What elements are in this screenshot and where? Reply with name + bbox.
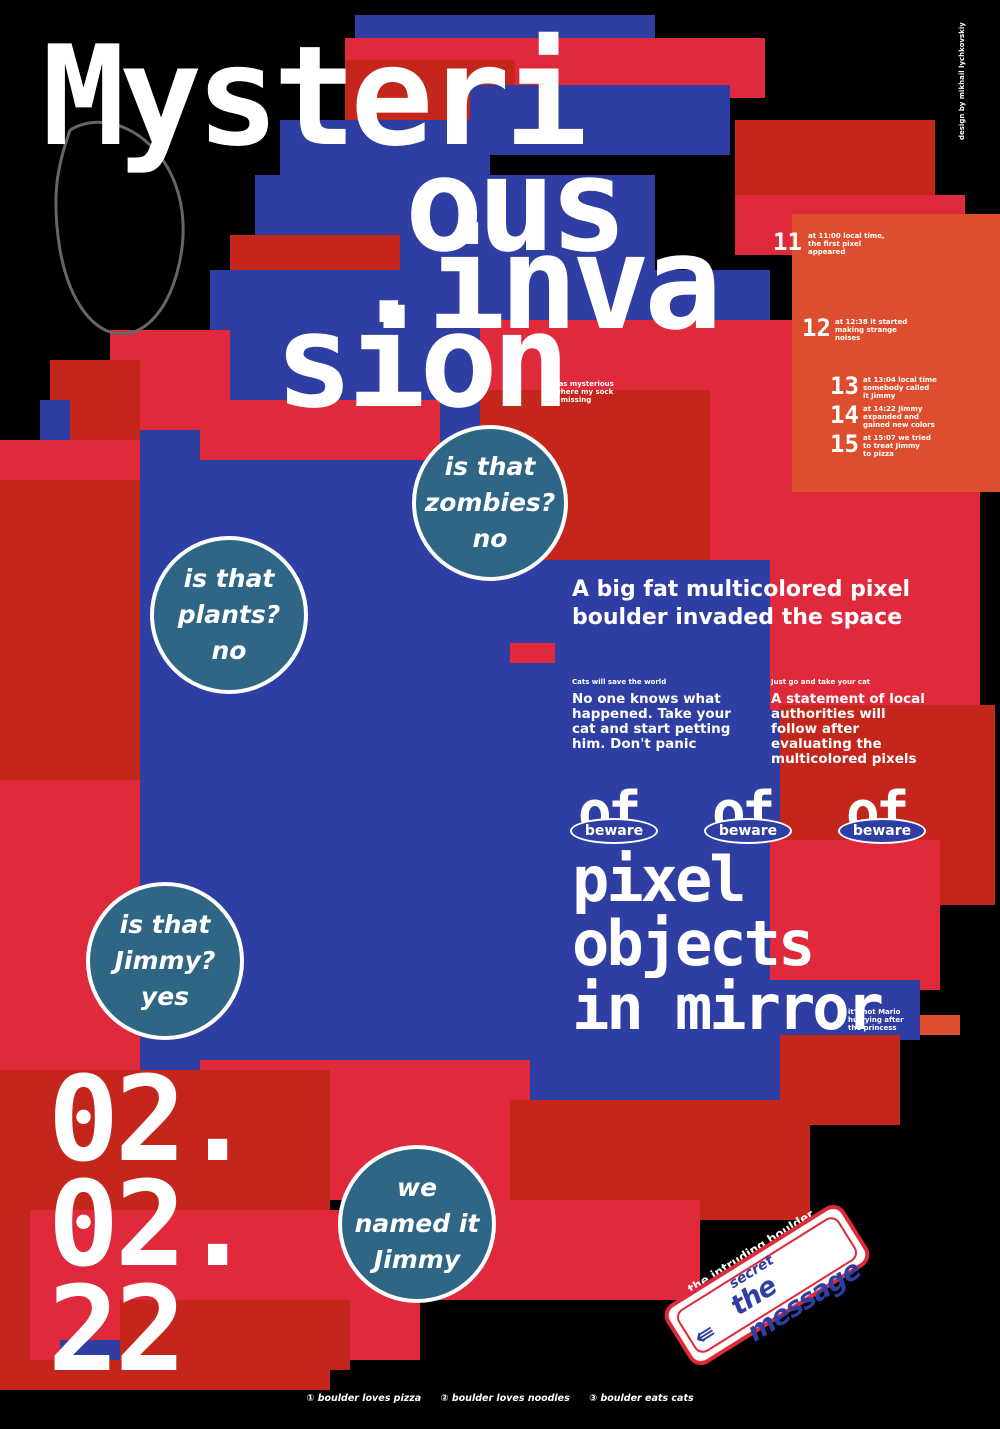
date-line-3: 22 [48,1260,186,1398]
mario-note: it's not Mario hurrying after the princess [848,1008,904,1032]
footer: ① boulder loves pizza ② boulder loves no… [306,1393,694,1404]
title-line-2: ous [405,129,628,281]
title-line-1: Mysteri [42,16,588,177]
scribble-decoration [54,120,185,336]
timeline-num: 13 [830,372,859,400]
beware-of-1: of beware [570,780,658,848]
title-line-4: sion [275,285,570,437]
date-line-1: 02. [48,1050,253,1188]
badge-zombies: is that zombies? no [412,425,568,581]
timeline-text: at 12:38 it started making strange noises [835,318,908,342]
badge-plants: is that plants? no [150,536,308,694]
title-line-3: .inva [355,207,722,359]
column-left-text: No one knows what happened. Take your ca… [572,691,731,752]
timeline-panel [792,214,1000,492]
timeline-text: at 15:07 we tried to treat Jimmy to pizza [863,434,931,458]
timeline-text: at 14:22 Jimmy expanded and gained new col… [863,405,935,429]
column-right-kicker: Just go and take your cat [771,678,871,686]
badge-named-jimmy: we named it Jimmy [338,1145,496,1303]
timeline-num: 14 [830,401,859,429]
subtitle-note: not as mysterious as where my sock was m… [543,380,614,404]
date-line-2: 02. [48,1155,253,1293]
message-area: the intruding boulder has left us a mess… [650,1195,880,1371]
timeline-num: 15 [830,430,859,458]
designer-credit: design by mikhail lychkovskiy [958,22,966,140]
beware-of-2: of beware [704,780,792,848]
beware-of-3: of beware [838,780,926,848]
column-right-text: A statement of local authorities will fo… [771,691,925,767]
pixel-objects-text: pixel objects in mirror [572,843,884,1044]
timeline-text: at 11:00 local time, the first pixel appea… [808,232,885,256]
main-heading: A big fat multicolored pixel boulder inv… [572,577,911,630]
column-left-kicker: Cats will save the world [572,678,667,686]
timeline-num: 12 [802,314,831,342]
badge-jimmy: is that Jimmy? yes [86,882,244,1040]
timeline-text: at 13:04 local time somebody called it Jim… [863,376,937,400]
timeline-num: 11 [773,228,802,256]
